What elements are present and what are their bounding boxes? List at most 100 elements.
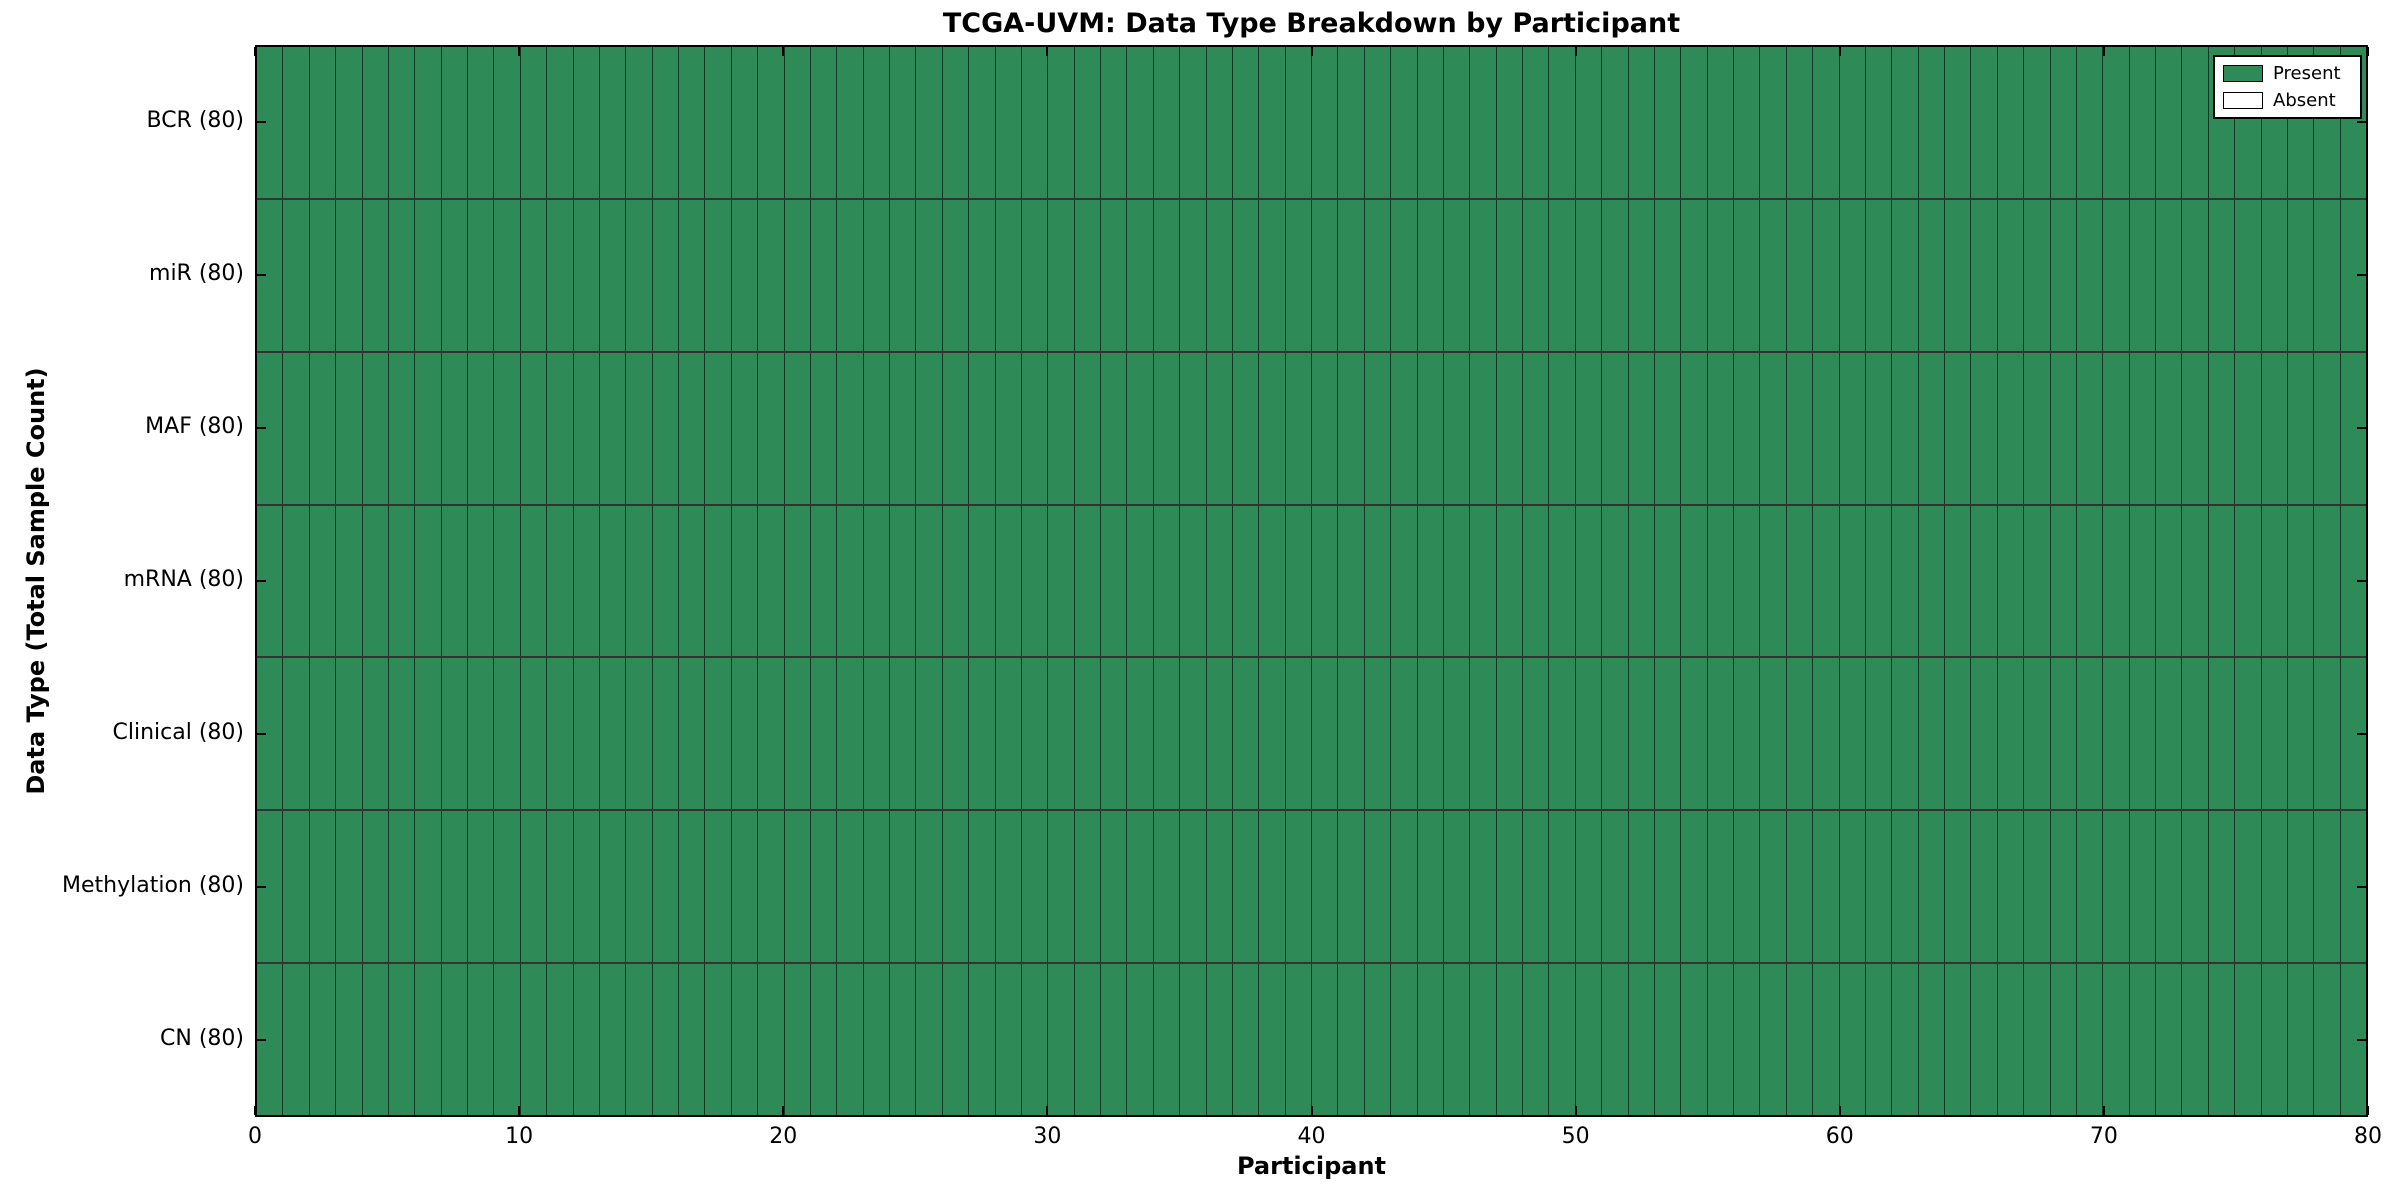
legend-entry: Absent xyxy=(2223,90,2352,111)
heatmap-cell xyxy=(1127,964,1154,1116)
heatmap-cell xyxy=(916,811,943,963)
heatmap-cell xyxy=(784,199,811,351)
heatmap-cell xyxy=(1971,964,1998,1116)
x-tick-label: 20 xyxy=(769,1124,798,1149)
heatmap-cell xyxy=(942,352,970,504)
heatmap-cell xyxy=(2103,964,2130,1116)
heatmap-cell xyxy=(1285,505,1312,657)
heatmap-cell xyxy=(388,505,416,657)
heatmap-cell xyxy=(1523,964,1550,1116)
heatmap-cell xyxy=(890,505,917,657)
heatmap-cell xyxy=(1259,47,1286,198)
x-tick-mark xyxy=(1574,47,1577,56)
heatmap-cell xyxy=(599,658,627,810)
heatmap-cell xyxy=(1048,47,1075,198)
heatmap-cell xyxy=(2050,811,2077,963)
heatmap-cell xyxy=(1443,199,1471,351)
heatmap-cell xyxy=(679,47,706,198)
heatmap-cell xyxy=(1918,352,1945,504)
heatmap-cell xyxy=(1312,658,1339,810)
heatmap-cell xyxy=(995,811,1022,963)
heatmap-cell xyxy=(520,199,548,351)
heatmap-cell xyxy=(1786,47,1814,198)
heatmap-cell xyxy=(1707,47,1734,198)
heatmap-cell xyxy=(1206,199,1233,351)
heatmap-cell xyxy=(942,199,970,351)
heatmap-cell xyxy=(2024,658,2051,810)
heatmap-cell xyxy=(257,964,284,1116)
heatmap-cell xyxy=(494,47,521,198)
heatmap-cell xyxy=(1918,811,1945,963)
heatmap-cell xyxy=(1470,658,1497,810)
legend-swatch-icon xyxy=(2223,65,2263,82)
heatmap-cell xyxy=(1496,199,1523,351)
heatmap-cell xyxy=(2024,505,2051,657)
heatmap-cell xyxy=(1997,199,2025,351)
heatmap-cell xyxy=(1760,352,1787,504)
heatmap-cell xyxy=(2050,352,2077,504)
heatmap-cell xyxy=(810,811,838,963)
heatmap-cell xyxy=(1945,964,1972,1116)
heatmap-cell xyxy=(1443,658,1471,810)
heatmap-cell xyxy=(573,505,600,657)
heatmap-cell xyxy=(2314,811,2341,963)
heatmap-cell xyxy=(573,352,600,504)
heatmap-cell xyxy=(652,352,679,504)
heatmap-cell xyxy=(1575,505,1603,657)
heatmap-cell xyxy=(441,658,468,810)
heatmap-cell xyxy=(1180,47,1207,198)
heatmap-cell xyxy=(1523,505,1550,657)
heatmap-cell xyxy=(2129,505,2156,657)
heatmap-cell xyxy=(415,199,442,351)
heatmap-cell xyxy=(2182,964,2209,1116)
heatmap-cell xyxy=(1259,964,1286,1116)
heatmap-cell xyxy=(309,352,337,504)
heatmap-cell xyxy=(810,199,838,351)
heatmap-cell xyxy=(1391,47,1418,198)
heatmap-cell xyxy=(1443,811,1471,963)
heatmap-cell xyxy=(1391,505,1418,657)
legend-label: Present xyxy=(2273,63,2341,84)
x-tick-mark xyxy=(2367,1106,2369,1115)
heatmap-cell xyxy=(1259,199,1286,351)
heatmap-cell xyxy=(731,505,759,657)
heatmap-cell xyxy=(415,658,442,810)
heatmap-cell xyxy=(547,199,574,351)
heatmap-cell xyxy=(1101,658,1128,810)
heatmap-cell xyxy=(388,199,416,351)
heatmap-cell xyxy=(1734,505,1761,657)
heatmap-cell xyxy=(1918,964,1945,1116)
heatmap-cell xyxy=(1813,811,1840,963)
heatmap-cell xyxy=(1971,199,1998,351)
heatmap-cell xyxy=(1180,811,1207,963)
heatmap-cell xyxy=(2182,658,2209,810)
heatmap-cell xyxy=(1549,658,1576,810)
heatmap-cell xyxy=(336,964,363,1116)
heatmap-cell xyxy=(2156,505,2183,657)
heatmap-cell xyxy=(2261,352,2288,504)
heatmap-cell xyxy=(784,47,811,198)
legend-label: Absent xyxy=(2273,90,2336,111)
x-tick-mark xyxy=(1046,1106,1049,1115)
heatmap-cell xyxy=(1760,47,1787,198)
heatmap-cell xyxy=(1127,658,1154,810)
heatmap-cell xyxy=(1048,199,1075,351)
heatmap-cell xyxy=(837,47,864,198)
heatmap-cell xyxy=(1575,199,1603,351)
heatmap-cell xyxy=(705,352,732,504)
heatmap-cell xyxy=(1654,47,1682,198)
heatmap-cell xyxy=(626,964,653,1116)
heatmap-cell xyxy=(916,352,943,504)
heatmap-cell xyxy=(468,505,495,657)
heatmap-cell xyxy=(916,658,943,810)
heatmap-cell xyxy=(758,658,785,810)
heatmap-cell xyxy=(1628,505,1655,657)
heatmap-cell xyxy=(810,47,838,198)
heatmap-cell xyxy=(415,811,442,963)
heatmap-cell xyxy=(995,352,1022,504)
heatmap-cell xyxy=(1232,811,1260,963)
heatmap-cell xyxy=(1285,352,1312,504)
x-tick-mark xyxy=(1838,47,1841,56)
heatmap-cell xyxy=(863,811,890,963)
heatmap-cell xyxy=(1681,505,1708,657)
